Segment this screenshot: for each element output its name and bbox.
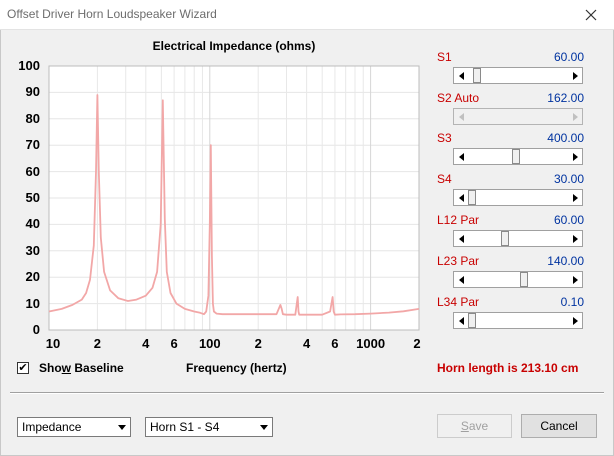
slider-thumb[interactable] xyxy=(519,272,528,287)
x-tick-label: 2 xyxy=(93,336,102,351)
arrow-right-icon[interactable] xyxy=(568,313,582,328)
save-button[interactable]: Save xyxy=(437,414,512,438)
separator xyxy=(10,392,604,394)
arrow-left-icon[interactable] xyxy=(454,68,468,83)
param-label: L34 Par xyxy=(437,295,480,309)
param-slider[interactable] xyxy=(453,271,583,288)
chevron-down-icon xyxy=(113,418,130,436)
x-tick-label: 1000 xyxy=(356,336,386,351)
param-slider[interactable] xyxy=(453,108,583,125)
arrow-right-icon[interactable] xyxy=(568,190,582,205)
y-tick-label: 100 xyxy=(18,58,40,73)
y-tick-label: 30 xyxy=(25,242,40,258)
param-value: 162.00 xyxy=(547,91,584,105)
arrow-right-icon[interactable] xyxy=(568,109,582,124)
x-tick-label: 4 xyxy=(302,336,311,351)
range-select[interactable]: Horn S1 - S4 xyxy=(145,417,273,437)
x-tick-label: 6 xyxy=(170,336,178,351)
x-tick-label: 10 xyxy=(45,336,61,351)
arrow-left-icon[interactable] xyxy=(454,190,468,205)
arrow-left-icon[interactable] xyxy=(454,313,468,328)
param-slider[interactable] xyxy=(453,230,583,247)
arrow-left-icon[interactable] xyxy=(454,149,468,164)
plot-type-select[interactable]: Impedance xyxy=(17,417,131,437)
checkmark-icon: ✔ xyxy=(18,362,28,374)
param-value: 0.10 xyxy=(560,295,584,309)
arrow-left-icon[interactable] xyxy=(454,231,468,246)
window-frame-left xyxy=(0,30,1,456)
param-label: S2 Auto xyxy=(437,91,480,105)
slider-thumb[interactable] xyxy=(468,313,476,328)
y-tick-label: 90 xyxy=(25,84,40,100)
plot-border xyxy=(48,65,420,331)
param-value: 140.00 xyxy=(547,254,584,268)
title-bar: Offset Driver Horn Loudspeaker Wizard xyxy=(0,0,614,30)
chart-title: Electrical Impedance (ohms) xyxy=(152,39,316,53)
x-tick-label: 2 xyxy=(413,336,421,351)
x-tick-label: 100 xyxy=(198,336,221,351)
close-icon xyxy=(585,9,597,21)
param-value: 60.00 xyxy=(553,50,584,64)
show-baseline-accel: w xyxy=(61,361,72,375)
x-tick-label: 4 xyxy=(142,336,150,351)
param-label: L12 Par xyxy=(437,213,480,227)
param-value: 30.00 xyxy=(553,172,584,186)
param-label: S4 xyxy=(437,172,452,186)
close-button[interactable] xyxy=(568,0,614,30)
x-tick-label: 2 xyxy=(254,336,262,351)
param-slider[interactable] xyxy=(453,312,583,329)
arrow-right-icon[interactable] xyxy=(568,149,582,164)
param-value: 60.00 xyxy=(553,213,584,227)
save-label-rest: ave xyxy=(468,419,489,433)
horn-length-text: Horn length is 213.10 cm xyxy=(437,361,579,375)
show-baseline-checkbox[interactable]: ✔ xyxy=(17,362,29,374)
arrow-right-icon[interactable] xyxy=(568,68,582,83)
x-tick-label: 6 xyxy=(331,336,339,351)
impedance-chart xyxy=(48,65,420,331)
param-slider[interactable] xyxy=(453,148,583,165)
show-baseline-label-part: Sho xyxy=(39,361,62,375)
cancel-button[interactable]: Cancel xyxy=(521,414,597,438)
plot-type-value: Impedance xyxy=(22,420,82,434)
slider-thumb[interactable] xyxy=(501,231,510,246)
y-tick-label: 60 xyxy=(25,163,40,179)
y-tick-label: 40 xyxy=(25,216,40,232)
arrow-left-icon[interactable] xyxy=(454,272,468,287)
param-label: S1 xyxy=(437,50,452,64)
y-tick-label: 20 xyxy=(25,269,40,285)
window-title: Offset Driver Horn Loudspeaker Wizard xyxy=(7,7,217,21)
impedance-curve-0 xyxy=(48,94,420,316)
chevron-down-icon xyxy=(255,418,272,436)
param-slider[interactable] xyxy=(453,189,583,206)
param-value: 400.00 xyxy=(547,131,584,145)
slider-thumb[interactable] xyxy=(512,149,521,164)
y-tick-label: 10 xyxy=(25,295,40,311)
save-accel: S xyxy=(460,419,469,433)
arrow-right-icon[interactable] xyxy=(568,272,582,287)
y-tick-label: 50 xyxy=(25,190,40,205)
y-tick-label: 80 xyxy=(25,110,40,126)
arrow-left-icon[interactable] xyxy=(454,109,468,124)
range-value: Horn S1 - S4 xyxy=(150,420,220,434)
arrow-right-icon[interactable] xyxy=(568,231,582,246)
param-label: S3 xyxy=(437,131,452,145)
y-tick-label: 0 xyxy=(32,322,40,337)
slider-thumb[interactable] xyxy=(472,68,481,83)
param-label: L23 Par xyxy=(437,254,480,268)
x-axis-label: Frequency (hertz) xyxy=(186,361,287,375)
slider-thumb[interactable] xyxy=(468,190,476,205)
param-slider[interactable] xyxy=(453,67,583,84)
y-tick-label: 70 xyxy=(25,137,40,153)
show-baseline-label[interactable]: Show Baseline xyxy=(39,361,124,375)
show-baseline-label-rest: Baseline xyxy=(71,361,124,375)
